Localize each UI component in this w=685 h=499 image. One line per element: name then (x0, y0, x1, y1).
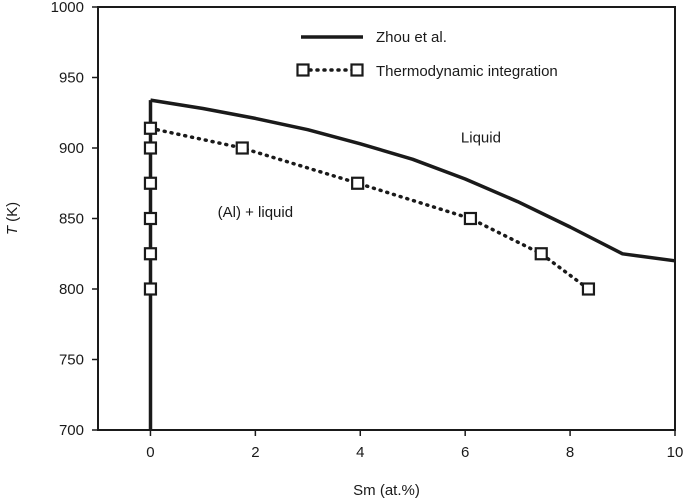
y-tick-label: 700 (59, 422, 84, 439)
region-label: Liquid (461, 129, 501, 146)
data-point-square (143, 282, 158, 296)
data-point-square (143, 141, 158, 155)
data-point-square (143, 176, 158, 190)
x-tick-label: 2 (251, 444, 259, 461)
y-tick-label: 750 (59, 352, 84, 369)
x-axis-title: Sm (at.%) (353, 482, 420, 499)
y-tick-label: 900 (59, 140, 84, 157)
x-tick-label: 4 (356, 444, 364, 461)
legend-marker-square (296, 63, 310, 77)
x-axis: 0 2 4 6 8 10 (146, 430, 683, 461)
legend-marker-square (350, 63, 364, 77)
y-tick-label: 1000 (51, 0, 84, 16)
x-tick-label: 0 (146, 444, 154, 461)
data-point-square (143, 121, 158, 135)
y-axis: 700 750 800 850 900 950 1000 (51, 0, 98, 439)
data-point-square (143, 211, 158, 226)
y-tick-label: 800 (59, 281, 84, 298)
x-tick-label: 10 (667, 444, 684, 461)
region-label: (Al) + liquid (218, 204, 293, 221)
legend: Zhou et al. Thermodynamic integration (296, 29, 558, 80)
y-axis-title-unit: (K) (4, 202, 21, 226)
annotation-layer: Liquid (Al) + liquid (218, 129, 501, 221)
data-point-square (581, 282, 596, 296)
y-tick-label: 850 (59, 211, 84, 228)
y-axis-title: T (K) (4, 202, 21, 235)
data-point-square (351, 176, 365, 190)
data-point-square (235, 141, 249, 155)
series-line-0 (150, 98, 676, 263)
series-layer (143, 98, 676, 430)
data-point-square (463, 211, 478, 226)
data-point-square (143, 247, 158, 261)
y-tick-label: 950 (59, 70, 84, 87)
legend-label-thermo: Thermodynamic integration (376, 63, 558, 80)
x-tick-label: 8 (566, 444, 574, 461)
data-point-square (534, 247, 548, 261)
y-axis-title-symbol: T (4, 224, 21, 235)
legend-label-zhou: Zhou et al. (376, 29, 447, 46)
series-line-2 (148, 126, 591, 291)
x-tick-label: 6 (461, 444, 469, 461)
